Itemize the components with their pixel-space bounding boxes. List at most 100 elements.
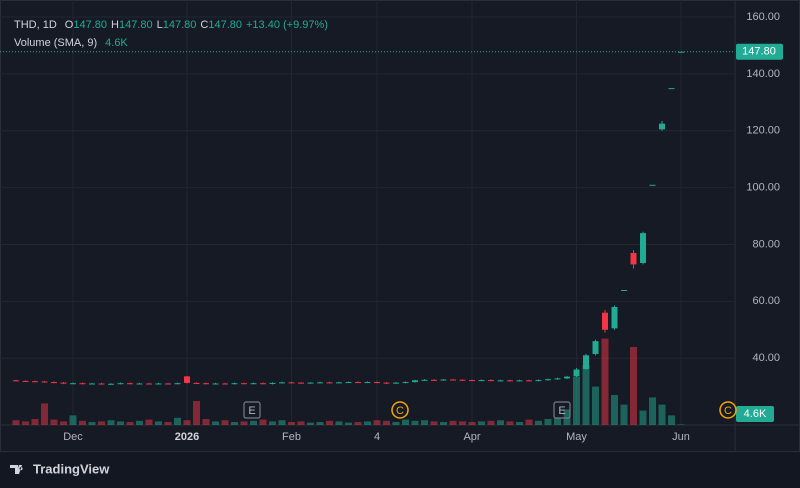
volume-bar [421,420,428,425]
legend-key: L [157,19,163,31]
event-marker [553,401,571,419]
volume-bar [88,422,96,425]
volume-bar [231,422,238,425]
y-tick-label: 80.00 [752,238,780,250]
candle-body [526,380,532,382]
volume-bar [430,421,438,425]
volume-bar [202,419,210,425]
volume-bar [516,422,523,425]
candle-body [564,376,570,379]
candle-body [317,382,323,384]
candle-body [573,369,580,377]
volume-bar [307,422,314,425]
event-label: C [396,405,404,417]
volume-bar [506,421,514,425]
volume-bar [573,377,580,425]
event-marker [391,401,409,419]
volume-bar [60,421,67,425]
volume-bar [620,404,628,425]
volume-bar [221,420,229,425]
volume-bar [316,422,324,425]
candle-body [326,382,333,384]
candle-body [611,307,618,329]
candle-body [668,88,675,90]
candle-body [231,383,238,385]
candle-body [393,382,399,384]
candle-body [127,383,133,385]
volume-bar [392,422,400,425]
candle-body [516,380,523,382]
candle-body [440,379,447,381]
volume-bar [41,403,48,425]
candle-body [222,383,228,385]
y-tick-label: 40.00 [752,352,780,364]
brand: TradingView [33,461,110,476]
volume-bar [12,420,20,425]
volume-bar [630,347,637,425]
volume-bar [326,420,333,425]
volume-bar [459,421,466,425]
candle-body [32,381,38,383]
legend-key: C [200,19,208,31]
candle-body [136,383,143,385]
logo: TradingView [10,461,110,476]
candle-body [79,383,86,385]
candle-body [621,289,627,291]
volume-bar [183,420,191,425]
candle-body [13,380,19,382]
candle-body [469,380,475,382]
volume-bar [468,422,476,425]
candle-body [497,380,504,382]
volume-bar [297,421,305,425]
candle-body [545,379,551,381]
candle-body [364,382,371,384]
candle-body [640,233,646,263]
candle-body [22,380,29,382]
volume-bar [50,419,58,425]
last-price-label: 147.80 [742,46,776,58]
x-tick-label: 4 [374,431,380,443]
volume-bar [174,417,181,425]
legend: THD, 1D O147.80 H147.80 L147.80 C147.80 +13.4… [14,19,328,31]
candle-body [241,383,247,385]
chart-panel [0,0,800,452]
volume-bar [544,419,552,425]
candle-body [89,383,95,385]
event-marker [719,401,737,419]
volume-bar [592,386,599,425]
candle-body [51,382,57,384]
candle-body [431,379,437,381]
candle-body [488,380,494,382]
volume-bar [525,419,533,425]
volume-tag-label: 4.6K [744,408,767,420]
volume-bar [440,422,447,425]
volume-bar [364,421,371,425]
volume-bar [354,422,362,425]
candle-body [583,355,589,369]
volume-bar [535,420,542,425]
volume-bar [269,421,276,425]
candle-body [108,383,114,385]
volume-bar [677,424,685,425]
volume-bar [259,419,267,425]
volume-bar [278,420,286,425]
x-tick-label: Feb [282,431,301,443]
candle-body [146,383,152,385]
volume-bar [250,420,257,425]
candle-body [507,380,513,382]
candle-body [298,382,304,384]
candle-body [602,312,608,330]
candle-body [554,378,561,380]
candle-body [279,382,285,384]
candle-body [355,382,361,384]
volume-bar [411,420,419,425]
volume-bar [639,410,647,425]
volume-bar [145,419,153,425]
volume-bar [497,420,504,425]
candle-body [421,379,428,381]
x-tick-label: May [566,431,587,443]
volume-bar [449,420,457,425]
candle-body [383,382,390,384]
candle-body [155,383,162,385]
